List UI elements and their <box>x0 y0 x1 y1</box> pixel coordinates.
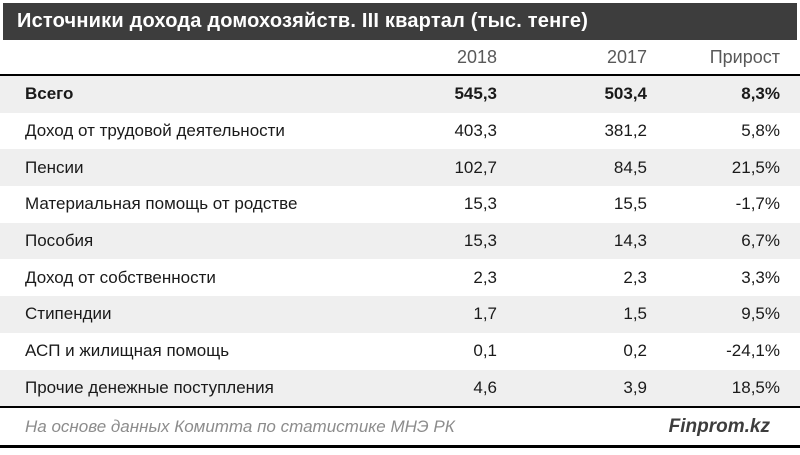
table-row: Доход от трудовой деятельности 403,3 381… <box>0 112 800 150</box>
footer: На основе данных Комитта по статистике М… <box>0 408 800 449</box>
row-label: Прочие денежные поступления <box>25 377 274 397</box>
table-row: Стипендии 1,7 1,5 9,5% <box>0 296 800 333</box>
table-row: Прочие денежные поступления 4,6 3,9 18,5… <box>0 369 800 407</box>
row-value-2018: 15,3 <box>463 231 497 251</box>
row-growth: 18,5% <box>731 377 780 397</box>
row-value-2017: 1,5 <box>623 304 647 324</box>
row-growth: 8,3% <box>741 84 780 104</box>
table-row: Пенсии 102,7 84,5 21,5% <box>0 149 800 187</box>
table-header-row: 2018 2017 Прирост <box>0 40 800 76</box>
row-value-2018: 2,3 <box>473 267 497 287</box>
row-growth: 6,7% <box>741 231 780 251</box>
row-label: Доход от трудовой деятельности <box>25 121 285 141</box>
row-growth: -1,7% <box>735 194 780 214</box>
row-growth: 3,3% <box>741 267 780 287</box>
row-label: Пособия <box>25 231 94 251</box>
row-label: Доход от собственности <box>25 267 216 287</box>
row-label: Материальная помощь от родстве <box>25 194 298 214</box>
table-row-total: Всего 545,3 503,4 8,3% <box>0 76 800 113</box>
row-value-2018: 545,3 <box>454 84 497 104</box>
row-label: Пенсии <box>25 157 84 177</box>
row-value-2018: 102,7 <box>454 157 497 177</box>
row-value-2017: 381,2 <box>604 121 647 141</box>
row-value-2018: 403,3 <box>454 121 497 141</box>
row-value-2017: 14,3 <box>613 231 647 251</box>
row-value-2017: 84,5 <box>613 157 647 177</box>
column-header-growth: Прирост <box>709 46 780 67</box>
row-value-2018: 1,7 <box>473 304 497 324</box>
column-header-2017: 2017 <box>606 46 647 67</box>
row-value-2017: 15,5 <box>613 194 647 214</box>
finprom-logo: Finprom.kz <box>668 415 770 437</box>
row-growth: -24,1% <box>726 341 780 361</box>
row-growth: 21,5% <box>731 157 780 177</box>
table-row: АСП и жилищная помощь 0,1 0,2 -24,1% <box>0 332 800 370</box>
page-title: Источники дохода домохозяйств. III кварт… <box>3 3 797 40</box>
row-label: Стипендии <box>25 304 112 324</box>
table-row: Доход от собственности 2,3 2,3 3,3% <box>0 259 800 297</box>
row-growth: 9,5% <box>741 304 780 324</box>
data-source-note: На основе данных Комитта по статистике М… <box>25 416 455 436</box>
row-value-2017: 503,4 <box>604 84 647 104</box>
row-value-2018: 15,3 <box>463 194 497 214</box>
row-value-2017: 3,9 <box>623 377 647 397</box>
row-growth: 5,8% <box>741 121 780 141</box>
row-value-2017: 2,3 <box>623 267 647 287</box>
column-header-2018: 2018 <box>456 46 497 67</box>
row-value-2017: 0,2 <box>623 341 647 361</box>
row-label: Всего <box>25 84 74 104</box>
table-body: Всего 545,3 503,4 8,3% Доход от трудовой… <box>0 76 800 409</box>
row-value-2018: 0,1 <box>473 341 497 361</box>
row-label: АСП и жилищная помощь <box>25 341 230 361</box>
table-row: Материальная помощь от родстве 15,3 15,5… <box>0 186 800 223</box>
row-value-2018: 4,6 <box>473 377 497 397</box>
table-row: Пособия 15,3 14,3 6,7% <box>0 222 800 260</box>
